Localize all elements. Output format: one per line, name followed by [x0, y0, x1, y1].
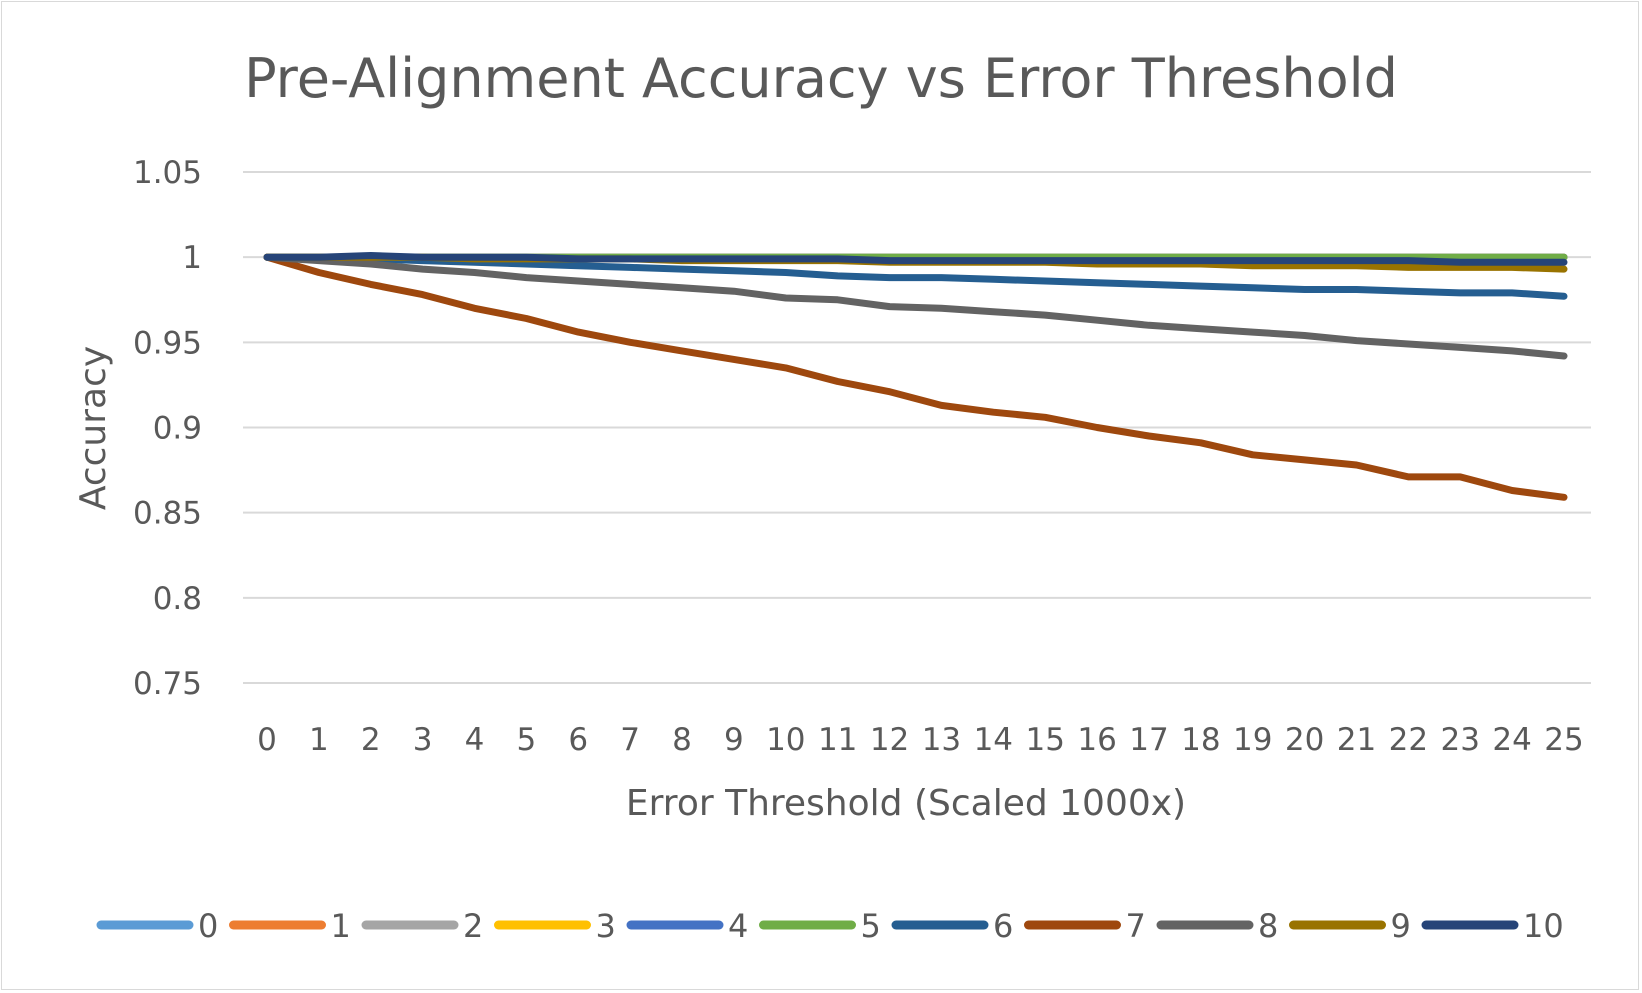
x-tick-label: 18: [1181, 722, 1220, 758]
y-tick-label: 0.85: [133, 496, 202, 532]
x-tick-label: 5: [517, 722, 537, 758]
x-tick-label: 22: [1389, 722, 1428, 758]
x-tick-label: 0: [257, 722, 277, 758]
x-tick-label: 2: [361, 722, 381, 758]
y-tick-label: 1: [182, 240, 202, 276]
chart-title: Pre-Alignment Accuracy vs Error Threshol…: [244, 47, 1398, 110]
legend-label: 2: [463, 907, 483, 945]
legend-label: 10: [1523, 907, 1564, 945]
y-axis-ticks: 0.75 0.8 0.85 0.9 0.95 1 1.05: [133, 155, 202, 702]
legend-label: 9: [1391, 907, 1411, 945]
series-lines: [263, 252, 1568, 501]
legend-label: 7: [1126, 907, 1146, 945]
y-tick-label: 0.75: [133, 666, 202, 702]
y-tick-label: 0.9: [153, 411, 202, 447]
x-tick-label: 7: [620, 722, 640, 758]
x-tick-label: 6: [568, 722, 588, 758]
x-tick-label: 20: [1285, 722, 1324, 758]
legend-label: 5: [861, 907, 881, 945]
x-tick-label: 19: [1233, 722, 1272, 758]
series-line-7: [263, 253, 1568, 501]
legend-label: 1: [331, 907, 351, 945]
x-tick-label: 4: [465, 722, 485, 758]
x-tick-label: 1: [309, 722, 329, 758]
x-axis-title: Error Threshold (Scaled 1000x): [626, 783, 1186, 824]
legend-label: 3: [596, 907, 616, 945]
x-tick-label: 16: [1077, 722, 1116, 758]
x-tick-label: 13: [922, 722, 961, 758]
series-line-6: [263, 253, 1568, 300]
x-tick-label: 15: [1025, 722, 1064, 758]
legend-label: 6: [993, 907, 1013, 945]
y-axis-title: Accuracy: [73, 346, 114, 510]
x-tick-label: 12: [870, 722, 909, 758]
x-tick-label: 14: [974, 722, 1013, 758]
x-tick-label: 11: [818, 722, 857, 758]
x-tick-label: 8: [672, 722, 692, 758]
x-tick-label: 25: [1544, 722, 1583, 758]
legend-label: 0: [198, 907, 218, 945]
y-tick-label: 0.8: [153, 581, 202, 617]
legend-label: 8: [1258, 907, 1278, 945]
legend: 0 1 2 3 4 5 6 7 8 9 10: [96, 907, 1564, 945]
series-line-10: [263, 252, 1568, 266]
legend-label: 4: [728, 907, 748, 945]
x-axis-ticks: 0 1 2 3 4 5 6 7 8 9 10 11 12 13 14 15 16 17 18 19 20 21 22 23 24…: [257, 722, 1584, 758]
y-tick-label: 0.95: [133, 325, 202, 361]
x-tick-label: 24: [1492, 722, 1531, 758]
x-tick-label: 17: [1129, 722, 1168, 758]
x-tick-label: 10: [766, 722, 805, 758]
x-tick-label: 3: [413, 722, 433, 758]
x-tick-label: 21: [1337, 722, 1376, 758]
x-tick-label: 9: [724, 722, 744, 758]
x-tick-label: 23: [1441, 722, 1480, 758]
series-line-8: [263, 253, 1568, 360]
gridlines: [243, 171, 1591, 684]
y-tick-label: 1.05: [133, 155, 202, 191]
